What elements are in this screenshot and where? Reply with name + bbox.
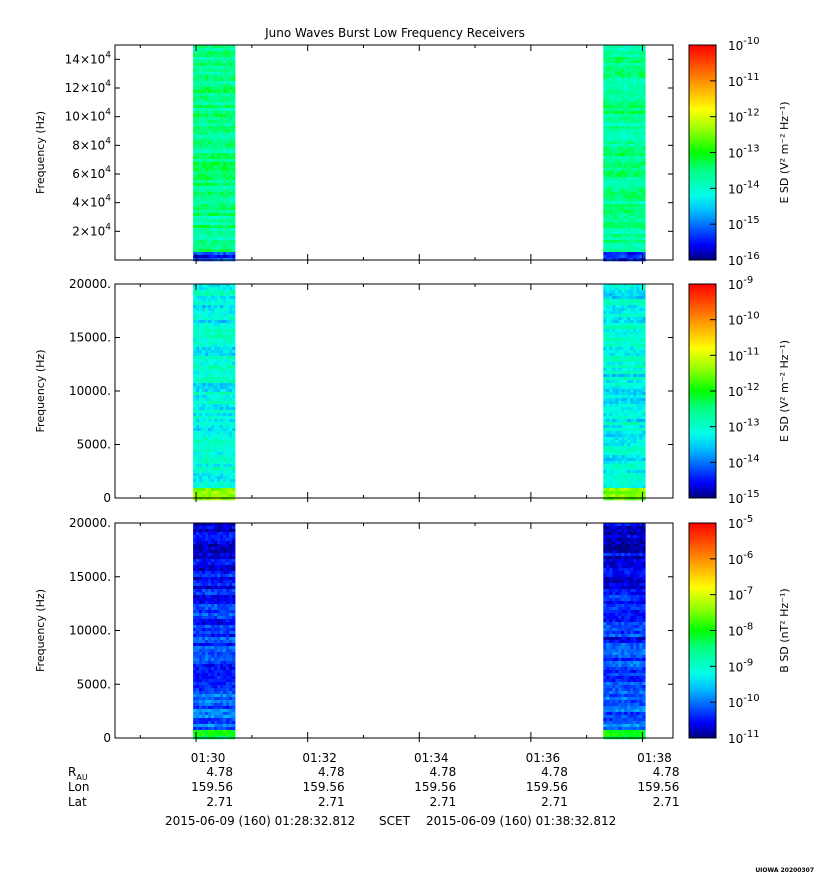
uiowa-stamp: UIOWA 20200307	[755, 867, 814, 874]
y-tick-label: 6×104	[72, 165, 111, 181]
ephemeris-value: 2.71	[318, 795, 345, 809]
y-tick-label: 5000.	[77, 438, 111, 452]
colorbar-tick-label: 10-6	[728, 550, 753, 567]
ephemeris-row-label: Lon	[68, 780, 89, 794]
panel-1: 2×104 4×104 6×104 8×104 10×104 12×104 14×104 Fr…	[34, 36, 791, 268]
colorbar-tick-label: 10-12	[728, 382, 760, 399]
time-range-start: 2015-06-09 (160) 01:28:32.812	[165, 814, 355, 828]
y-tick-label: 2×104	[72, 222, 111, 238]
ephemeris-row-label: Lat	[68, 795, 87, 809]
colorbar: 10-9 10-10 10-11 10-12 10-13 10-14 10-15	[688, 275, 760, 506]
colorbar-label: B SD (nT² Hz⁻¹)	[778, 588, 791, 672]
colorbar-tick-label: 10-13	[728, 418, 760, 435]
y-axis-label: Frequency (Hz)	[34, 589, 47, 672]
colorbar-tick-label: 10-9	[728, 275, 753, 292]
colorbar-tick-label: 10-16	[728, 251, 760, 268]
y-tick-label: 10×104	[65, 108, 112, 124]
y-tick-label: 15000.	[69, 331, 111, 345]
colorbar-tick-label: 10-10	[728, 693, 760, 710]
ephemeris-value: 2.71	[430, 795, 457, 809]
colorbar-tick-label: 10-9	[728, 657, 753, 674]
colorbar-tick-label: 10-11	[728, 729, 760, 746]
colorbar-tick-label: 10-11	[728, 346, 760, 363]
y-tick-label: 12×104	[65, 79, 112, 95]
panel-frame	[114, 44, 674, 261]
ephemeris-value: 159.56	[526, 780, 568, 794]
y-tick-label: 15000.	[69, 570, 111, 584]
colorbar: 10-5 10-6 10-7 10-8 10-9 10-10 10-11	[688, 514, 760, 746]
colorbar-tick-label: 10-8	[728, 622, 753, 639]
burst-2	[603, 45, 646, 262]
y-tick-label: 0	[103, 491, 111, 505]
burst-1	[193, 45, 236, 262]
burst-1	[193, 523, 236, 740]
y-axis-label: Frequency (Hz)	[34, 111, 47, 194]
colorbar-tick-label: 10-15	[728, 489, 760, 506]
ephemeris-value: 4.78	[541, 765, 568, 779]
time-tick-label: 01:38	[637, 751, 672, 765]
colorbar-tick-label: 10-14	[728, 453, 760, 470]
y-tick-label: 20000.	[69, 277, 111, 291]
time-tick-label: 01:30	[191, 751, 226, 765]
colorbar-label: E SD (V² m⁻² Hz⁻¹)	[778, 340, 791, 442]
colorbar: 10-10 10-11 10-12 10-13 10-14 10-15 10-16	[688, 36, 760, 268]
y-tick-label: 8×104	[72, 136, 111, 152]
y-tick-label: 5000.	[77, 677, 111, 691]
colorbar-tick-label: 10-14	[728, 179, 760, 196]
colorbar-tick-label: 10-7	[728, 586, 753, 603]
colorbar-label: E SD (V² m⁻² Hz⁻¹)	[778, 101, 791, 203]
y-tick-label: 20000.	[69, 516, 111, 530]
ephemeris-value: 159.56	[191, 780, 233, 794]
time-tick-label: 01:36	[526, 751, 561, 765]
ephemeris-value: 4.78	[206, 765, 233, 779]
figure-title: Juno Waves Burst Low Frequency Receivers	[264, 26, 525, 40]
burst-1	[193, 284, 236, 501]
colorbar-tick-label: 10-5	[728, 514, 753, 531]
colorbar-tick-label: 10-15	[728, 215, 760, 232]
colorbar-tick-label: 10-13	[728, 144, 760, 161]
y-tick-label: 4×104	[72, 194, 111, 210]
ephemeris-value: 159.56	[303, 780, 345, 794]
time-tick-label: 01:32	[302, 751, 337, 765]
ephemeris-value: 4.78	[653, 765, 680, 779]
colorbar-tick-label: 10-12	[728, 108, 760, 125]
colorbar-tick-label: 10-11	[728, 72, 760, 89]
y-tick-label: 14×104	[65, 50, 112, 66]
ephemeris-value: 159.56	[414, 780, 456, 794]
panel-3: 0 5000. 10000. 15000. 20000. Frequency (Hz) 10…	[34, 514, 791, 746]
colorbar-tick-label: 10-10	[728, 36, 760, 53]
ephemeris-value: 159.56	[637, 780, 679, 794]
time-range-end: 2015-06-09 (160) 01:38:32.812	[426, 814, 616, 828]
y-tick-label: 10000.	[69, 384, 111, 398]
burst-2	[603, 284, 646, 501]
ephemeris-value: 4.78	[430, 765, 457, 779]
ephemeris-value: 4.78	[318, 765, 345, 779]
scet-label: SCET	[379, 814, 411, 828]
y-tick-label: 10000.	[69, 624, 111, 638]
colorbar-tick-label: 10-10	[728, 311, 760, 328]
time-tick-label: 01:34	[414, 751, 449, 765]
panel-2: 0 5000. 10000. 15000. 20000. Frequency (Hz) 10…	[34, 275, 791, 506]
ephemeris-value: 2.71	[541, 795, 568, 809]
ephemeris-value: 2.71	[653, 795, 680, 809]
burst-2	[603, 523, 646, 740]
ephemeris-value: 2.71	[206, 795, 233, 809]
y-axis-label: Frequency (Hz)	[34, 350, 47, 433]
y-tick-label: 0	[103, 731, 111, 745]
